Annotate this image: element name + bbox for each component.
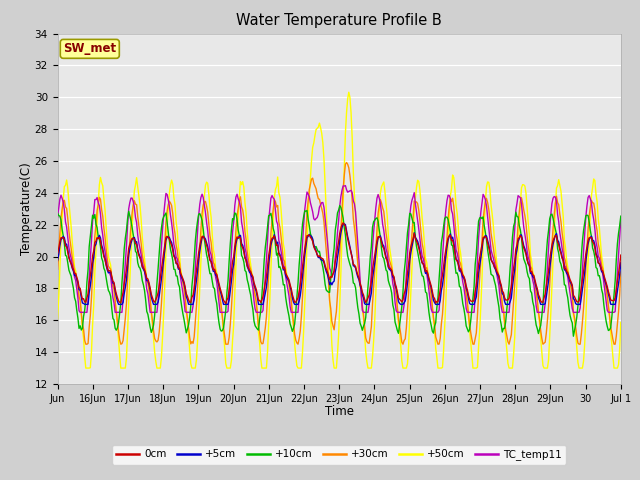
Y-axis label: Temperature(C): Temperature(C) — [20, 162, 33, 255]
Legend: 0cm, +5cm, +10cm, +30cm, +50cm, TC_temp11: 0cm, +5cm, +10cm, +30cm, +50cm, TC_temp1… — [112, 445, 566, 465]
Title: Water Temperature Profile B: Water Temperature Profile B — [236, 13, 442, 28]
X-axis label: Time: Time — [324, 405, 354, 418]
Text: SW_met: SW_met — [63, 42, 116, 55]
